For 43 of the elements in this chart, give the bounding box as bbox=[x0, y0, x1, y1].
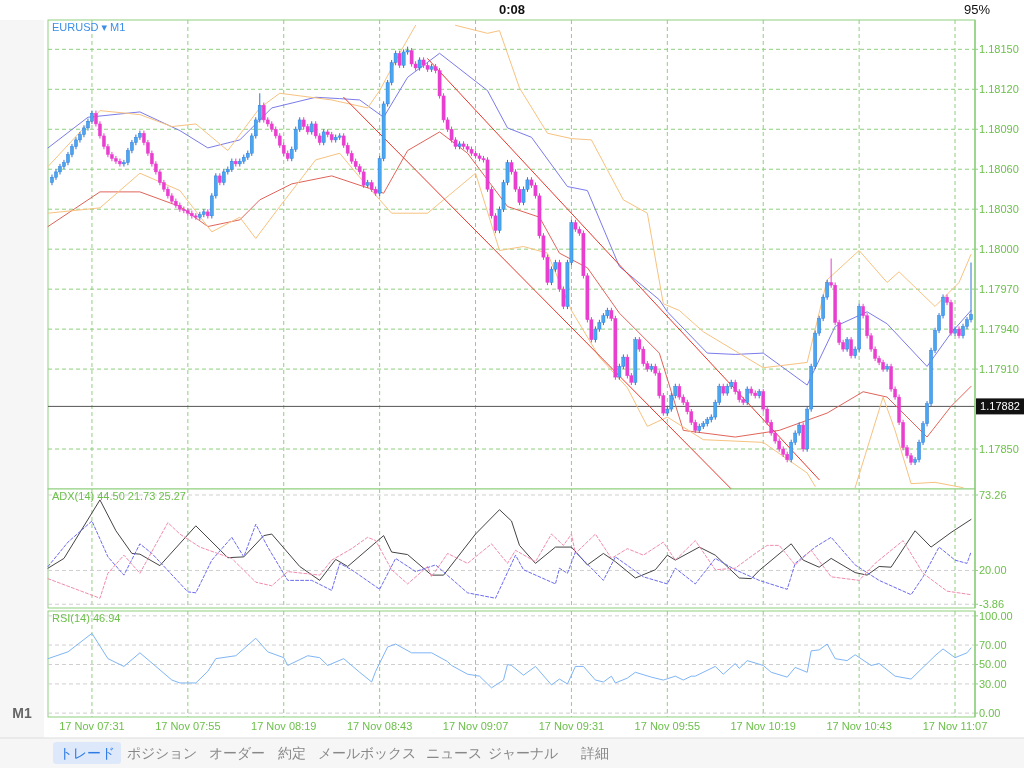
y-tick-label: 0.00 bbox=[979, 707, 1001, 720]
x-tick-label: 17 Nov 08:19 bbox=[251, 720, 317, 732]
text: 0:08 bbox=[498, 2, 526, 17]
y-tick-label: -3.86 bbox=[979, 598, 1005, 611]
x-tick-label: 17 Nov 11:07 bbox=[922, 720, 988, 732]
y-tick-label: 1.18030 bbox=[979, 203, 1019, 216]
text: ニュース bbox=[426, 745, 482, 761]
x-tick-label: 17 Nov 09:55 bbox=[634, 720, 701, 732]
text: 詳細 bbox=[581, 745, 609, 761]
x-tick-label: 17 Nov 10:43 bbox=[826, 720, 892, 732]
chart-title: RSI(14) 46.94 bbox=[52, 612, 121, 624]
chart-title: EURUSD ▾ M1 bbox=[52, 21, 126, 33]
y-tick-label: 30.00 bbox=[979, 677, 1007, 690]
x-tick-label: 17 Nov 07:55 bbox=[155, 720, 221, 732]
chart-title: ADX(14) 44.50 21.73 25.27 bbox=[52, 490, 186, 502]
x-tick-label: 17 Nov 09:07 bbox=[442, 720, 509, 732]
text: ポジション bbox=[127, 745, 197, 761]
x-tick-label: 17 Nov 09:31 bbox=[538, 720, 605, 732]
y-tick-label: 70.00 bbox=[979, 639, 1007, 652]
x-tick-label: 17 Nov 08:43 bbox=[346, 720, 413, 732]
y-tick-label: 1.18150 bbox=[979, 43, 1019, 56]
y-tick-label: 1.17850 bbox=[979, 443, 1019, 456]
y-tick-label: 1.17940 bbox=[979, 323, 1019, 336]
y-tick-label: 1.18060 bbox=[979, 163, 1019, 176]
y-tick-label: 50.00 bbox=[979, 658, 1007, 671]
ref-line-label: 1.17882 bbox=[980, 400, 1020, 413]
text: 95% bbox=[963, 2, 991, 17]
text: ジャーナル bbox=[488, 745, 558, 761]
y-tick-label: 1.18000 bbox=[979, 243, 1019, 256]
y-tick-label: 20.00 bbox=[979, 564, 1007, 577]
x-tick-label: 17 Nov 07:31 bbox=[59, 720, 125, 732]
text: M1 bbox=[12, 705, 32, 721]
y-tick-label: 100.00 bbox=[979, 609, 1013, 622]
y-tick-label: 1.17970 bbox=[979, 283, 1019, 296]
y-tick-label: 1.18090 bbox=[979, 123, 1019, 136]
x-tick-label: 17 Nov 10:19 bbox=[730, 720, 796, 732]
y-tick-label: 73.26 bbox=[979, 489, 1007, 502]
text: メールボックス bbox=[318, 745, 416, 761]
y-tick-label: 1.17910 bbox=[979, 363, 1019, 376]
text: 約定 bbox=[278, 745, 306, 761]
y-tick-label: 1.18120 bbox=[979, 83, 1019, 96]
text: トレード bbox=[59, 745, 115, 761]
text: オーダー bbox=[209, 745, 265, 761]
